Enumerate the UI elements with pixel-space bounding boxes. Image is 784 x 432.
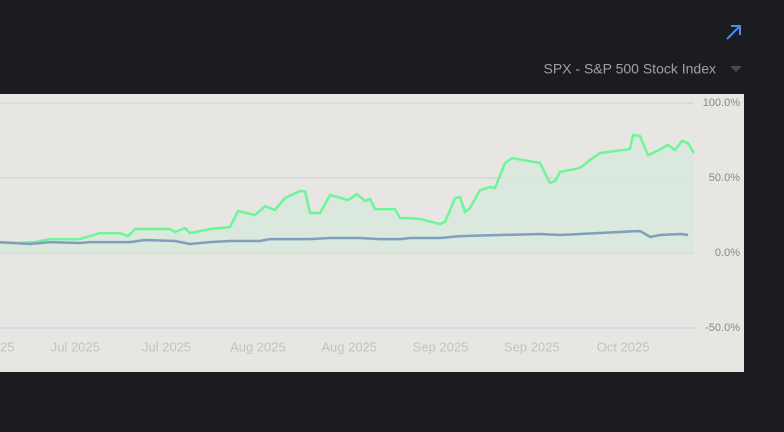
line: [0, 229, 689, 246]
x-tick-label: Aug 2025: [321, 339, 377, 354]
x-tick-label: Sep 2025: [413, 339, 469, 354]
y-tick-label: 100.0%: [703, 97, 741, 109]
y-tick-label: 50.0%: [709, 172, 740, 184]
x-tick-label: Jul 2025: [142, 339, 191, 354]
line: [0, 133, 696, 245]
x-tick-label: Aug 2025: [230, 339, 286, 354]
area: [0, 134, 694, 254]
x-tick-label: Jul 2025: [51, 339, 100, 354]
expand-icon[interactable]: [726, 25, 741, 40]
y-tick-label: 0.0%: [715, 247, 740, 259]
x-tick-label: Oct 2025: [597, 339, 650, 354]
x-tick-label: 25: [0, 339, 14, 354]
index-selector[interactable]: SPX - S&P 500 Stock Index: [543, 61, 716, 77]
dropdown-arrow[interactable]: [730, 66, 742, 72]
y-tick-label: -50.0%: [705, 322, 740, 334]
x-tick-label: Sep 2025: [504, 339, 560, 354]
plot: 100.0% 50.0% 0.0% -50.0% 25 Jul 2025 Jul 2025 A…: [0, 97, 741, 354]
